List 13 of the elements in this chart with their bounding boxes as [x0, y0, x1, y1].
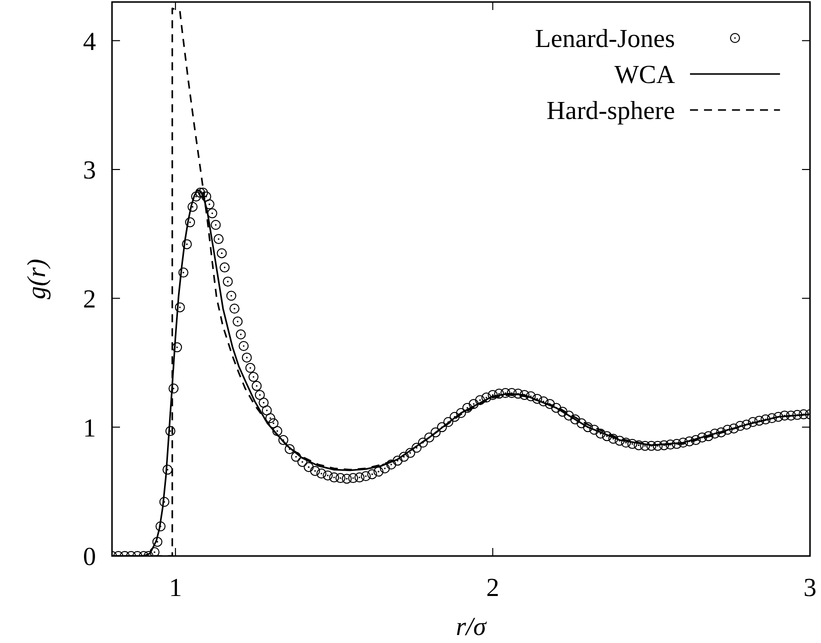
- y-tick-label: 4: [83, 26, 96, 56]
- legend-label: WCA: [614, 60, 676, 90]
- x-axis-title: r/σ: [456, 612, 488, 641]
- legend-label: Lenard-Jones: [534, 24, 675, 54]
- y-tick-label: 3: [83, 156, 96, 185]
- y-tick-label: 1: [83, 413, 96, 442]
- x-tick-label: 2: [486, 573, 500, 602]
- y-tick-label: 0: [83, 542, 96, 572]
- x-tick-label: 1: [168, 573, 182, 602]
- x-tick-label: 3: [804, 573, 816, 602]
- y-tick-label: 2: [83, 284, 96, 314]
- legend-label: Hard-sphere: [546, 96, 675, 126]
- y-axis-title: g(r): [22, 258, 51, 300]
